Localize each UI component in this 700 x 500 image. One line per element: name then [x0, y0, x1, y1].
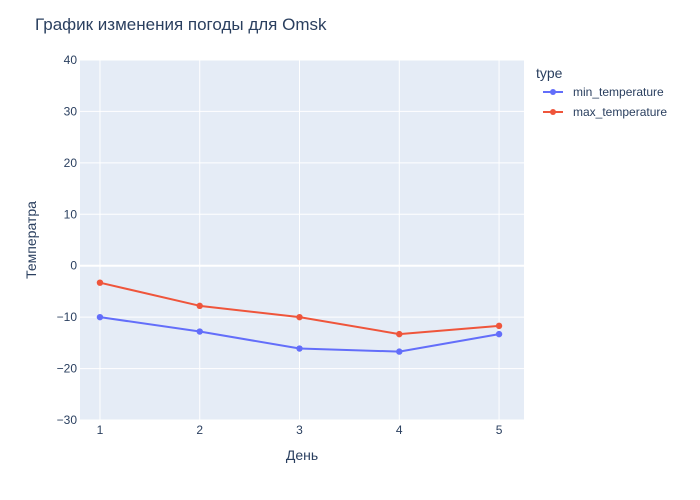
data-point[interactable]	[296, 313, 303, 321]
x-axis-title: День	[286, 447, 318, 463]
y-tick-label: −10	[57, 310, 78, 324]
legend-label: max_temperature	[573, 105, 667, 119]
legend: type min_temperature max_temperature	[536, 65, 667, 119]
x-tick-label: 5	[496, 423, 503, 437]
x-tick-label: 1	[97, 423, 104, 437]
y-tick-label: 20	[64, 156, 78, 170]
chart-title: График изменения погоды для Omsk	[35, 15, 327, 34]
legend-marker-icon	[550, 109, 556, 115]
legend-title: type	[536, 65, 563, 81]
gridlines	[80, 59, 524, 421]
data-point[interactable]	[396, 330, 403, 338]
data-point[interactable]	[196, 328, 203, 335]
data-point[interactable]	[495, 330, 503, 338]
y-tick-label: 40	[64, 53, 78, 67]
series-layer	[96, 279, 503, 355]
legend-item-min-temperature[interactable]: min_temperature	[543, 85, 664, 99]
y-axis-title: Температра	[23, 201, 39, 279]
series-max-temperature	[96, 279, 503, 338]
data-point[interactable]	[396, 348, 403, 355]
data-point[interactable]	[96, 279, 104, 286]
y-tick-label: −20	[57, 362, 78, 376]
legend-item-max-temperature[interactable]: max_temperature	[543, 105, 667, 119]
data-point[interactable]	[196, 302, 203, 310]
y-tick-label: 30	[64, 104, 78, 118]
y-tick-label: 0	[70, 259, 77, 273]
tick-labels: 40 30 20 10 0 −10 −20 −30 1 2 3 4 5	[57, 53, 503, 437]
data-point[interactable]	[495, 322, 503, 330]
series-min-temperature	[96, 313, 503, 355]
data-point[interactable]	[296, 345, 303, 352]
x-tick-label: 4	[396, 423, 403, 437]
x-tick-label: 2	[196, 423, 203, 437]
x-tick-label: 3	[296, 423, 303, 437]
plot-area	[80, 60, 524, 420]
y-tick-label: 10	[64, 207, 78, 221]
data-point[interactable]	[96, 313, 104, 321]
y-tick-label: −30	[57, 413, 78, 427]
legend-marker-icon	[550, 89, 556, 95]
legend-label: min_temperature	[573, 85, 664, 99]
